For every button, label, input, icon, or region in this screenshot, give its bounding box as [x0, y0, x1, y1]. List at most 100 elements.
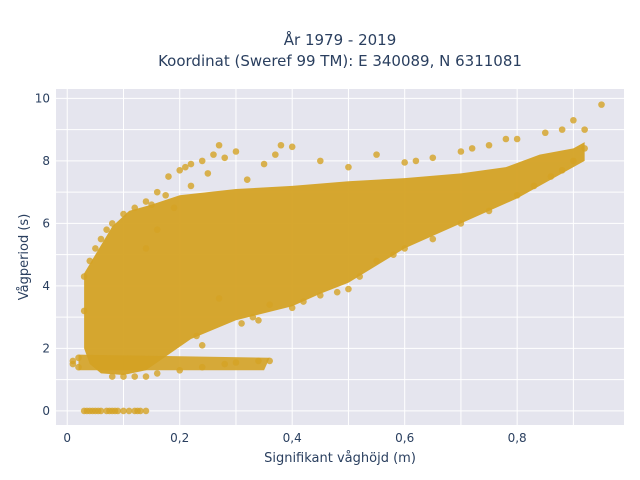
data-point [86, 257, 94, 265]
data-point [176, 367, 184, 374]
x-axis-ticks: 0 0,2 0,4 0,6 0,8 [63, 431, 526, 445]
data-point [131, 204, 139, 212]
data-point [558, 166, 566, 174]
data-point [148, 201, 155, 208]
y-tick-label: 6 [42, 216, 50, 230]
y-axis-ticks: 0 2 4 6 8 10 [35, 91, 50, 418]
data-point [142, 373, 150, 380]
x-tick-label: 0,4 [283, 431, 302, 445]
data-point [401, 245, 408, 252]
x-axis-title: Signifikant våghöjd (m) [264, 451, 416, 466]
data-point [92, 245, 99, 252]
data-point [232, 359, 240, 366]
data-point [198, 363, 206, 371]
data-point [108, 220, 116, 227]
data-point [198, 341, 206, 349]
data-point [249, 313, 257, 321]
data-point [260, 160, 268, 168]
data-point [69, 357, 77, 365]
data-point [429, 154, 437, 162]
data-point [187, 160, 195, 168]
data-point [317, 291, 324, 299]
data-point [170, 204, 178, 212]
data-point [300, 298, 307, 305]
data-point [598, 101, 605, 108]
data-point [401, 159, 408, 166]
y-tick-label: 10 [35, 91, 50, 105]
data-point [317, 157, 324, 165]
data-point [120, 210, 127, 218]
data-point [457, 220, 465, 227]
data-density-region [84, 142, 585, 375]
data-point [266, 357, 274, 365]
data-point [182, 163, 189, 171]
data-point [485, 141, 493, 149]
data-point [558, 126, 566, 133]
data-point [97, 407, 105, 415]
chart-title-line-1: År 1979 - 2019 [284, 30, 397, 49]
data-point [288, 143, 296, 151]
data-point [345, 163, 352, 171]
data-point [272, 151, 279, 158]
data-point [176, 166, 184, 174]
data-point [570, 116, 577, 124]
data-point [80, 273, 88, 280]
x-tick-label: 0,6 [395, 431, 414, 445]
data-point [373, 257, 380, 265]
data-point [210, 151, 217, 158]
chart-title-line-2: Koordinat (Sweref 99 TM): E 340089, N 63… [158, 52, 522, 70]
data-point [429, 235, 437, 243]
data-points [69, 101, 605, 415]
data-point [75, 363, 82, 371]
data-point [581, 126, 588, 133]
data-point [570, 157, 577, 165]
data-point [485, 207, 493, 215]
data-point [80, 307, 88, 315]
data-point [120, 373, 127, 380]
data-point [153, 226, 161, 233]
data-point [193, 332, 200, 340]
data-point [255, 316, 262, 324]
data-point [502, 135, 510, 143]
data-point [232, 148, 240, 155]
data-point [125, 407, 133, 415]
data-point [114, 407, 122, 415]
data-point [165, 173, 172, 180]
data-point [142, 198, 150, 205]
data-point [75, 354, 82, 362]
data-point [108, 373, 116, 380]
data-point [162, 191, 169, 199]
data-point [221, 360, 229, 368]
data-point [468, 145, 476, 152]
y-tick-label: 8 [42, 154, 50, 168]
data-point [204, 170, 212, 177]
data-point [513, 135, 521, 143]
data-point [131, 373, 139, 380]
data-point [373, 151, 380, 158]
data-point [457, 148, 465, 155]
data-point [345, 285, 352, 293]
data-point [142, 245, 150, 252]
data-point [238, 320, 245, 327]
y-tick-label: 4 [42, 279, 50, 293]
data-point [541, 129, 549, 137]
data-point [221, 154, 229, 162]
data-point [333, 288, 341, 296]
data-point [120, 407, 127, 415]
data-point [243, 176, 251, 183]
x-tick-label: 0,2 [170, 431, 189, 445]
data-point [153, 188, 161, 196]
y-tick-label: 0 [42, 404, 50, 418]
data-point [103, 226, 110, 233]
data-point [547, 173, 555, 180]
data-point [581, 145, 588, 152]
data-point [215, 141, 223, 149]
data-point [215, 295, 223, 302]
y-axis-title: Vågperiod (s) [17, 214, 32, 301]
data-density-region [78, 354, 270, 371]
data-point [97, 235, 105, 243]
data-point [277, 141, 285, 149]
data-point [390, 251, 397, 258]
data-point [153, 370, 161, 377]
